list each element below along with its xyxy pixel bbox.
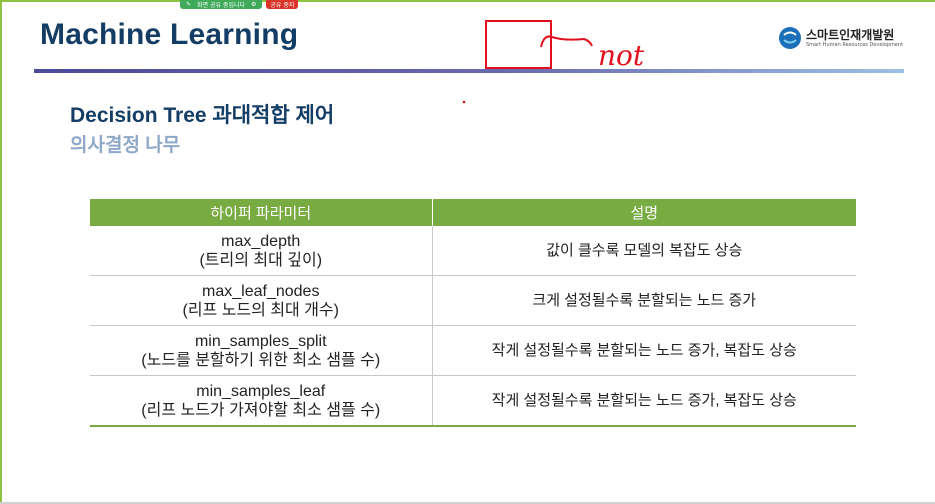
param-note: (노드를 분할하기 위한 최소 샘플 수) xyxy=(141,351,381,369)
screen-share-bar: ✎ 화면 공유 중입니다 ⚙ 공유 중지 xyxy=(180,0,340,9)
logo-korean-text: 스마트인재개발원 xyxy=(806,27,895,42)
param-description: 값이 클수록 모델의 복잡도 상승 xyxy=(546,242,743,259)
window-frame-top xyxy=(0,0,935,2)
param-cell: min_samples_split (노드를 분할하기 위한 최소 샘플 수) xyxy=(90,325,433,376)
annotation-dot xyxy=(462,100,466,104)
param-name: min_samples_split xyxy=(194,332,327,350)
param-description: 크게 설정될수록 분할되는 노드 증가 xyxy=(532,292,757,309)
header-description: 설명 xyxy=(432,199,856,226)
table-header-row: 하이퍼 파라미터 설명 xyxy=(90,199,856,226)
param-cell: max_depth (트리의 최대 깊이) xyxy=(90,226,433,276)
annotation-arrow xyxy=(540,35,593,48)
title-divider xyxy=(34,69,904,73)
pin-icon: ✎ xyxy=(186,1,192,8)
desc-cell: 작게 설정될수록 분할되는 노드 증가, 복잡도 상승 xyxy=(432,325,856,376)
desc-cell: 값이 클수록 모델의 복잡도 상승 xyxy=(432,226,856,276)
company-logo: 스마트인재개발원 Smart Human Resources Developme… xyxy=(778,26,903,50)
section-subheading: 의사결정 나무 xyxy=(70,135,181,156)
desc-cell: 크게 설정될수록 분할되는 노드 증가 xyxy=(432,275,856,326)
table-row: min_samples_split (노드를 분할하기 위한 최소 샘플 수) … xyxy=(90,325,856,376)
param-note: (리프 노드가 가져야할 최소 샘플 수) xyxy=(141,401,381,419)
share-status[interactable]: ✎ 화면 공유 중입니다 ⚙ xyxy=(180,0,263,9)
param-note: (트리의 최대 깊이) xyxy=(199,251,323,269)
param-description: 작게 설정될수록 분할되는 노드 증가, 복잡도 상승 xyxy=(491,392,797,409)
param-cell: min_samples_leaf (리프 노드가 가져야할 최소 샘플 수) xyxy=(90,375,433,427)
gear-icon: ⚙ xyxy=(251,1,257,8)
annotation-text: not xyxy=(598,39,645,71)
param-cell: max_leaf_nodes (리프 노드의 최대 개수) xyxy=(90,275,433,326)
logo-icon xyxy=(779,27,801,49)
pen-annotation: not xyxy=(485,20,645,71)
stop-share-button[interactable]: 공유 중지 xyxy=(266,0,299,9)
logo-english-text: Smart Human Resources Development xyxy=(806,41,904,48)
stop-share-label: 공유 중지 xyxy=(270,2,295,9)
desc-cell: 작게 설정될수록 분할되는 노드 증가, 복잡도 상승 xyxy=(432,375,856,427)
param-name: min_samples_leaf xyxy=(196,382,326,400)
annotation-box xyxy=(485,20,552,69)
param-name: max_depth xyxy=(221,232,301,250)
param-note: (리프 노드의 최대 개수) xyxy=(182,301,339,319)
hyperparameter-table: 하이퍼 파라미터 설명 max_depth (트리의 최대 깊이) 값이 클수록… xyxy=(90,199,856,427)
share-status-text: 화면 공유 중입니다 xyxy=(197,2,246,9)
table-row: min_samples_leaf (리프 노드가 가져야할 최소 샘플 수) 작… xyxy=(90,375,856,427)
window-frame-left xyxy=(0,0,2,504)
table-row: max_leaf_nodes (리프 노드의 최대 개수) 크게 설정될수록 분… xyxy=(90,275,856,326)
param-name: max_leaf_nodes xyxy=(202,282,320,300)
slide-title: Machine Learning xyxy=(40,18,299,51)
table-row: max_depth (트리의 최대 깊이) 값이 클수록 모델의 복잡도 상승 xyxy=(90,226,856,276)
param-description: 작게 설정될수록 분할되는 노드 증가, 복잡도 상승 xyxy=(491,342,797,359)
section-heading: Decision Tree 과대적합 제어 xyxy=(70,104,335,127)
header-hyperparameter: 하이퍼 파라미터 xyxy=(90,199,433,226)
window-frame-bottom xyxy=(0,502,935,504)
